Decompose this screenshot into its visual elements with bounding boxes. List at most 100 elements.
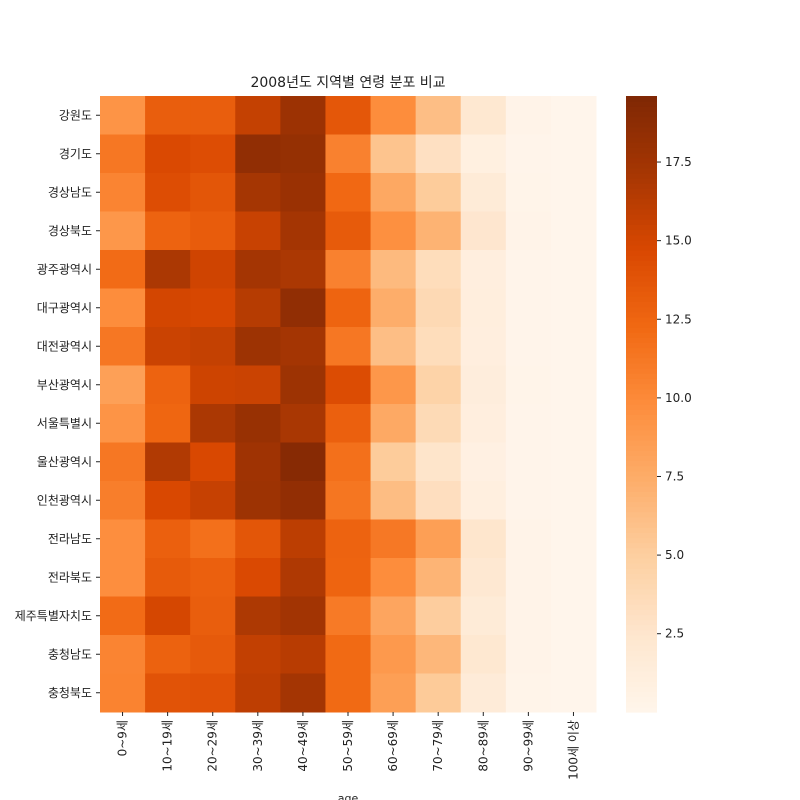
heatmap-cell (235, 288, 281, 328)
y-tick-label: 대전광역시 (37, 339, 92, 353)
heatmap-cell (100, 673, 146, 713)
y-tick-label: 울산광역시 (37, 455, 92, 469)
heatmap-cell (415, 519, 462, 559)
y-tick-label: 강원도 (59, 108, 92, 122)
heatmap-cell (370, 635, 417, 674)
heatmap-cell (550, 173, 597, 212)
heatmap-cell (460, 635, 507, 674)
heatmap-cell (100, 596, 146, 636)
heatmap-cell (325, 442, 372, 482)
colorbar-segment (626, 593, 657, 600)
colorbar-segment (626, 285, 657, 292)
colorbar-segment (626, 357, 657, 364)
heatmap-cell (370, 404, 417, 443)
heatmap-cell (505, 442, 552, 482)
heatmap-cell (370, 558, 417, 597)
heatmap-cell (280, 96, 326, 135)
heatmap-cell (190, 558, 236, 597)
heatmap-cell (505, 288, 552, 328)
heatmap-cell (280, 327, 326, 366)
heatmap-cell (145, 173, 191, 212)
heatmap-cell (460, 327, 507, 366)
colorbar-segment (626, 183, 657, 189)
heatmap-cell (460, 134, 507, 174)
colorbar-segment (626, 111, 657, 118)
heatmap-cell (100, 365, 146, 405)
heatmap-cell (550, 288, 597, 328)
heatmap-cell (190, 673, 236, 713)
colorbar-segment (626, 106, 657, 112)
heatmap-cell (280, 635, 326, 674)
colorbar-segment (626, 624, 657, 631)
colorbar-segment (626, 162, 657, 169)
heatmap-cell (190, 250, 236, 289)
heatmap-cell (235, 327, 281, 366)
colorbar-segment (626, 460, 657, 467)
colorbar-segment (626, 619, 657, 626)
colorbar-segment (626, 635, 657, 641)
colorbar-segment (626, 208, 657, 215)
heatmap-cell (505, 404, 552, 443)
colorbar-segment (626, 470, 657, 477)
heatmap-cell (190, 173, 236, 212)
heatmap-cell (190, 635, 236, 674)
heatmap-cell (505, 327, 552, 366)
heatmap-cell (415, 635, 462, 674)
y-axis: 강원도경기도경상남도경상북도광주광역시대구광역시대전광역시부산광역시서울특별시울… (15, 108, 100, 700)
heatmap-cell (550, 250, 597, 289)
heatmap-cell (370, 327, 417, 366)
heatmap-cell (190, 519, 236, 559)
heatmap-cell (100, 558, 146, 597)
heatmap-cell (370, 596, 417, 636)
heatmap-cell (235, 596, 281, 636)
chart-title: 2008년도 지역별 연령 분포 비교 (250, 75, 445, 91)
colorbar-segment (626, 393, 657, 400)
heatmap-cell (370, 96, 417, 135)
colorbar-segment (626, 327, 657, 333)
heatmap-cell (370, 442, 417, 482)
heatmap-cell (100, 288, 146, 328)
colorbar-segment (626, 173, 657, 179)
colorbar-segment (626, 645, 657, 651)
colorbar-segment (626, 701, 657, 708)
x-tick-label: 40~49세 (296, 720, 310, 772)
heatmap-cell (505, 96, 552, 135)
colorbar-tick-label: 10.0 (665, 391, 692, 405)
colorbar-segment (626, 147, 657, 154)
colorbar-tick-label: 7.5 (665, 469, 684, 483)
heatmap-cell (235, 173, 281, 212)
heatmap-cell (325, 673, 372, 713)
heatmap-cell (415, 96, 462, 135)
y-tick-label: 부산광역시 (37, 378, 92, 392)
heatmap-cell (325, 327, 372, 366)
x-axis: 0~9세 10~19세 20~29세 30~39세 40~49세 50~59세 60~69세… (116, 712, 580, 780)
heatmap-cell (505, 134, 552, 174)
heatmap-cell (235, 519, 281, 559)
colorbar-segment (626, 265, 657, 272)
colorbar-segment (626, 578, 657, 585)
colorbar-segment (626, 352, 657, 359)
colorbar-segment (626, 409, 657, 415)
heatmap-cell (235, 96, 281, 135)
heatmap-cell (145, 558, 191, 597)
colorbar-segment (626, 445, 657, 451)
colorbar-segment (626, 455, 657, 462)
heatmap-cell (460, 173, 507, 212)
colorbar-segment (626, 121, 657, 128)
heatmap-cell (325, 134, 372, 174)
colorbar-segment (626, 188, 657, 195)
heatmap-cell (100, 211, 146, 251)
colorbar: 2.5 5.0 7.5 10.0 12.5 15.0 17.5 (626, 96, 692, 713)
colorbar-segment (626, 532, 657, 539)
heatmap-cell (280, 519, 326, 559)
heatmap-cell (280, 134, 326, 174)
colorbar-segment (626, 552, 657, 559)
heatmap-cell (550, 673, 597, 713)
heatmap-cells (100, 96, 597, 713)
heatmap-cell (415, 211, 462, 251)
heatmap-cell (145, 250, 191, 289)
heatmap-cell (190, 327, 236, 366)
colorbar-segment (626, 527, 657, 533)
colorbar-segment (626, 229, 657, 236)
colorbar-segment (626, 373, 657, 379)
